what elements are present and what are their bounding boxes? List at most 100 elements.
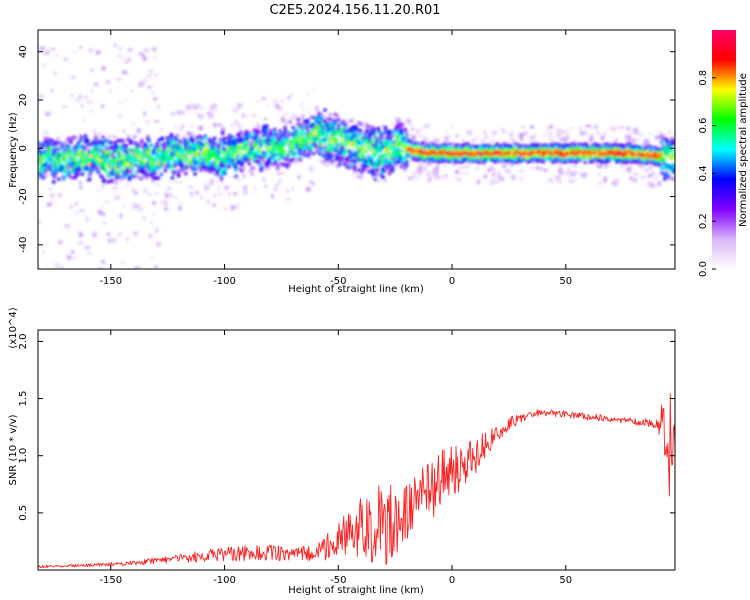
heatmap-cell (389, 143, 394, 148)
heatmap-cell (374, 136, 378, 140)
heatmap-noise-cell (67, 180, 72, 184)
heatmap-cell (144, 149, 148, 153)
heatmap-cell (371, 168, 375, 173)
heatmap-cell (527, 159, 531, 164)
heatmap-cell (278, 148, 282, 152)
heatmap-cell (181, 168, 185, 172)
heatmap-noise-cell (411, 128, 415, 132)
heatmap-noise-cell (293, 116, 298, 120)
heatmap-cell (231, 153, 235, 157)
heatmap-cell (66, 164, 70, 168)
heatmap-cell (399, 125, 403, 129)
heatmap-cell (199, 163, 203, 168)
heatmap-noise-cell (674, 130, 675, 135)
heatmap-cell (440, 155, 444, 159)
heatmap-cell (145, 173, 149, 177)
heatmap-cell (549, 142, 553, 146)
heatmap-cell (387, 168, 392, 172)
heatmap-cell (247, 157, 251, 162)
heatmap-noise-cell (580, 158, 584, 163)
heatmap-cell (299, 137, 304, 141)
heatmap-cell (330, 144, 334, 149)
heatmap-noise-cell (482, 130, 486, 134)
heatmap-cell (314, 137, 318, 141)
heatmap-cell (321, 143, 325, 147)
heatmap-cell (81, 167, 86, 171)
heatmap-cell (432, 149, 437, 153)
heatmap-cell (395, 136, 399, 140)
heatmap-cell (374, 148, 378, 152)
heatmap-noise-cell (100, 205, 104, 210)
heatmap-cell (250, 139, 254, 144)
heatmap-cell (281, 152, 285, 156)
heatmap-noise-cell (458, 166, 465, 170)
heatmap-cell (318, 129, 322, 134)
heatmap-cell (354, 159, 358, 163)
heatmap-cell (111, 163, 115, 167)
heatmap-cell (328, 151, 332, 156)
heatmap-cell (58, 158, 62, 162)
heatmap-cell (167, 159, 172, 163)
heatmap-cell (317, 115, 321, 119)
heatmap-cell (389, 130, 394, 134)
heatmap-noise-cell (267, 103, 270, 108)
heatmap-cell (122, 161, 126, 166)
heatmap-cell (368, 133, 372, 138)
heatmap-noise-cell (154, 265, 158, 269)
heatmap-cell (121, 145, 125, 149)
heatmap-cell (401, 158, 405, 163)
heatmap-cell (370, 138, 374, 142)
heatmap-cell (284, 142, 288, 146)
heatmap-noise-cell (256, 99, 260, 104)
heatmap-cell (364, 135, 368, 139)
heatmap-cell (408, 154, 412, 158)
heatmap-cell (165, 143, 169, 148)
heatmap-cell (277, 157, 281, 161)
heatmap-cell (386, 147, 391, 151)
heatmap-cell (441, 152, 445, 156)
heatmap-cell (564, 154, 568, 158)
heatmap-cell (498, 144, 502, 148)
heatmap-cell (287, 152, 291, 156)
heatmap-noise-cell (216, 123, 222, 127)
heatmap-cell (163, 169, 167, 173)
heatmap-noise-cell (327, 112, 333, 117)
heatmap-cell (257, 142, 262, 146)
heatmap-cell (251, 151, 255, 156)
heatmap-noise-cell (352, 172, 358, 178)
heatmap-cell (359, 122, 363, 126)
heatmap-noise-cell (50, 199, 55, 204)
heatmap-cell (53, 168, 57, 173)
heatmap-cell (53, 151, 57, 156)
heatmap-noise-cell (86, 252, 92, 255)
heatmap-cell (364, 130, 368, 135)
heatmap-cell (109, 170, 113, 175)
heatmap-cell (76, 165, 80, 170)
heatmap-cell (590, 160, 594, 164)
heatmap-noise-cell (105, 80, 111, 84)
heatmap-cell (247, 145, 251, 149)
heatmap-cell (561, 160, 566, 164)
heatmap-cell (506, 150, 510, 154)
heatmap-cell (285, 164, 289, 168)
heatmap-cell (155, 155, 159, 159)
heatmap-noise-cell (572, 139, 577, 144)
heatmap-cell (167, 157, 172, 161)
heatmap-cell (431, 146, 436, 150)
heatmap-cell (259, 142, 264, 146)
heatmap-cell (92, 153, 96, 157)
heatmap-cell (432, 144, 437, 148)
heatmap-cell (212, 142, 217, 146)
heatmap-cell (51, 139, 55, 143)
heatmap-cell (391, 165, 395, 170)
heatmap-cell (82, 146, 87, 150)
heatmap-cell (84, 165, 89, 169)
heatmap-cell (344, 157, 349, 161)
heatmap-cell (479, 150, 483, 154)
heatmap-cell (303, 153, 308, 157)
heatmap-cell (371, 173, 375, 177)
heatmap-cell (305, 126, 309, 131)
heatmap-cell (438, 158, 442, 162)
heatmap-cell (81, 155, 86, 159)
